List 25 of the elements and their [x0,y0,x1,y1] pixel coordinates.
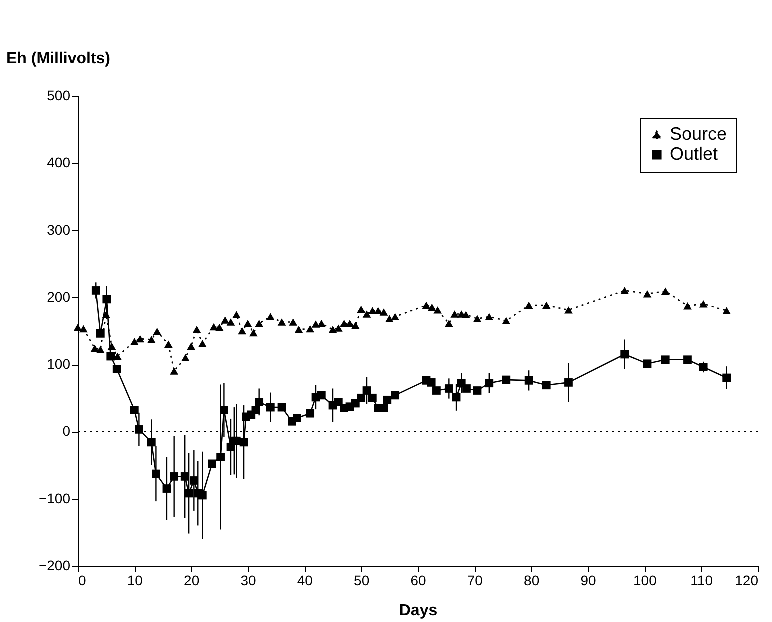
x-tick-label: 40 [297,572,314,588]
x-tick-label: 120 [735,572,759,588]
x-tick-label: 20 [184,572,200,588]
x-tick-label: 100 [633,572,658,588]
x-tick-label: 60 [410,572,426,588]
legend-label: Outlet [670,144,718,164]
x-axis-title: Days [399,602,438,620]
y-tick-label: 0 [62,423,71,440]
x-tick-label: 110 [690,572,714,588]
y-tick-label: 300 [47,222,71,238]
x-tick-label: 50 [354,572,370,588]
x-tick-label: 90 [580,572,596,588]
y-tick-label: 200 [47,288,71,305]
legend-label: Source [670,124,728,144]
y-tick-label: 500 [47,88,71,104]
y-axis-title: Eh (Millivolts) [6,50,110,68]
y-tick-label: 400 [47,154,71,171]
y-tick-label: 100 [47,356,71,372]
y-tick-label: −200 [38,558,71,574]
x-tick-label: 0 [78,572,86,588]
x-tick-label: 10 [127,572,144,588]
x-tick-label: 80 [524,572,540,588]
y-tick-label: −100 [38,490,71,506]
x-tick-label: 30 [240,572,256,588]
x-tick-label: 70 [467,572,484,588]
